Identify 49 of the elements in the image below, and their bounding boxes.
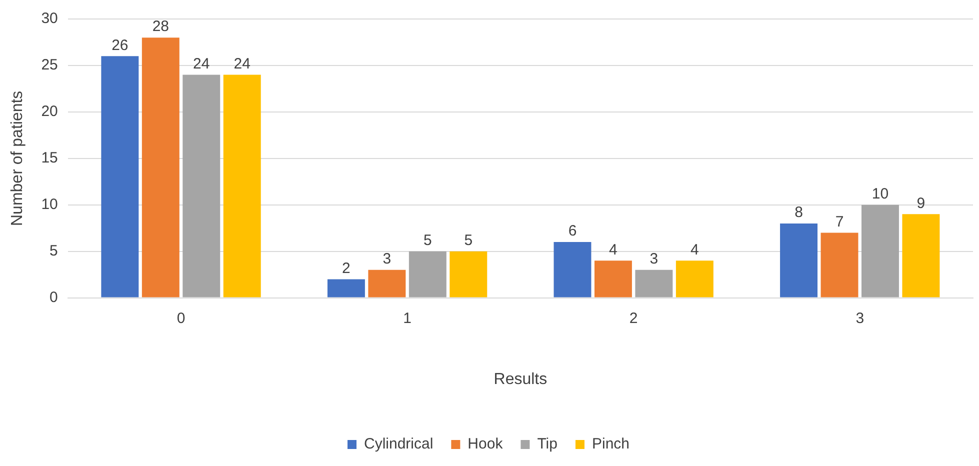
data-label: 3 [382, 250, 392, 268]
bar [223, 74, 261, 298]
legend-label: Pinch [592, 436, 630, 453]
bar [635, 270, 673, 298]
bar [327, 279, 365, 298]
data-label: 5 [423, 232, 432, 249]
data-label: 7 [835, 213, 844, 230]
data-label: 28 [152, 18, 170, 36]
data-label: 24 [234, 55, 250, 72]
bar [408, 251, 446, 298]
y-tick-label: 25 [41, 56, 58, 74]
bar [142, 38, 180, 298]
y-axis-title: Number of patients [9, 90, 26, 226]
x-axis-title: Results [494, 370, 548, 388]
x-tick-label: 0 [176, 310, 186, 327]
bar [594, 260, 632, 298]
y-tick-label: 20 [41, 103, 58, 120]
data-label: 24 [193, 55, 210, 72]
data-label: 4 [609, 241, 618, 258]
data-label: 6 [568, 222, 577, 240]
data-label: 10 [872, 186, 889, 203]
y-tick-label: 5 [50, 242, 58, 260]
data-label: 8 [794, 204, 803, 222]
bar [182, 74, 220, 298]
y-tick-label: 0 [50, 288, 58, 306]
legend-label: Cylindrical [364, 436, 434, 453]
bar [820, 232, 858, 298]
x-tick-label: 1 [403, 310, 412, 327]
y-tick-label: 15 [41, 150, 58, 167]
bar [101, 56, 139, 298]
legend-label: Hook [468, 436, 504, 453]
bar [902, 214, 940, 298]
data-label: 5 [464, 232, 473, 249]
bar [368, 270, 406, 298]
data-label: 26 [112, 36, 128, 54]
bar [676, 260, 714, 298]
data-label: 4 [690, 241, 699, 258]
bar [450, 251, 488, 298]
bar [554, 242, 592, 298]
bar [780, 223, 818, 298]
bar [861, 204, 899, 298]
y-tick-label: 10 [41, 196, 58, 214]
x-tick-label: 3 [856, 310, 864, 327]
y-tick-label: 30 [41, 10, 58, 28]
data-label: 3 [650, 250, 658, 268]
x-tick-label: 2 [629, 310, 638, 327]
legend-label: Tip [537, 436, 558, 453]
data-label: 9 [916, 194, 926, 212]
data-label: 2 [342, 260, 350, 277]
